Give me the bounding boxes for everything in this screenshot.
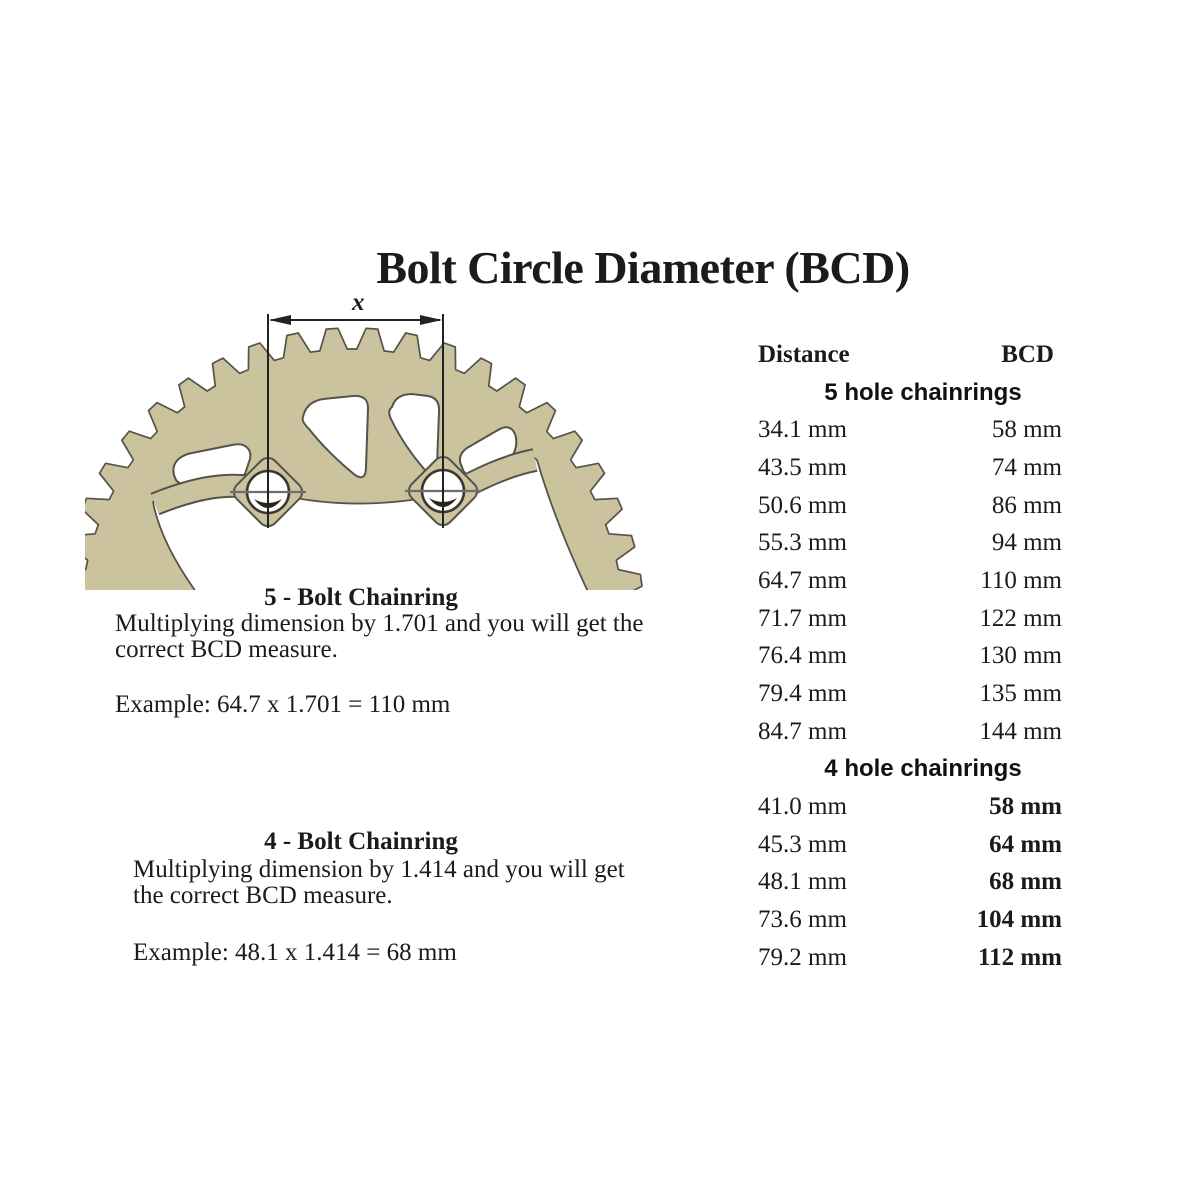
section-4bolt: 4 - Bolt Chainring bbox=[100, 828, 622, 855]
table-row: 64.7 mm 110 mm bbox=[740, 562, 1062, 600]
bcd-value: 135 mm bbox=[979, 680, 1062, 708]
chainring-figure bbox=[59, 290, 645, 913]
table-row: 55.3 mm 94 mm bbox=[740, 524, 1062, 562]
table-row: 76.4 mm 130 mm bbox=[740, 638, 1062, 676]
bcd-value: 104 mm bbox=[976, 906, 1062, 934]
section-5bolt-body-line2: correct BCD measure. bbox=[115, 636, 338, 664]
bcd-value: 122 mm bbox=[979, 604, 1062, 632]
bcd-value: 130 mm bbox=[979, 642, 1062, 670]
section-4bolt-body-line2: the correct BCD measure. bbox=[133, 882, 393, 910]
table-row: 79.4 mm 135 mm bbox=[740, 675, 1062, 713]
table-row: 43.5 mm 74 mm bbox=[740, 449, 1062, 487]
distance-value: 84.7 mm bbox=[758, 717, 847, 745]
page-title: Bolt Circle Diameter (BCD) bbox=[376, 242, 910, 293]
distance-value: 50.6 mm bbox=[758, 491, 847, 519]
group-header-5hole: 5 hole chainrings bbox=[824, 378, 1022, 406]
distance-value: 79.4 mm bbox=[758, 680, 847, 708]
distance-value: 73.6 mm bbox=[758, 906, 847, 934]
distance-value: 34.1 mm bbox=[758, 416, 847, 444]
section-5bolt-body: Multiplying dimension by 1.701 and you w… bbox=[115, 610, 645, 664]
distance-value: 64.7 mm bbox=[758, 566, 847, 594]
group-header-4hole: 4 hole chainrings bbox=[824, 755, 1022, 783]
bcd-value: 64 mm bbox=[989, 830, 1062, 858]
distance-value: 71.7 mm bbox=[758, 604, 847, 632]
section-5bolt-example: Example: 64.7 x 1.701 = 110 mm bbox=[115, 691, 451, 718]
dimension-label: x bbox=[352, 289, 365, 316]
bcd-value: 144 mm bbox=[979, 717, 1062, 745]
table-row: 71.7 mm 122 mm bbox=[740, 600, 1062, 638]
bcd-value: 86 mm bbox=[991, 491, 1062, 519]
bcd-value: 58 mm bbox=[989, 793, 1062, 821]
bcd-value: 58 mm bbox=[991, 416, 1062, 444]
distance-value: 48.1 mm bbox=[758, 868, 847, 896]
table-row: 79.2 mm 112 mm bbox=[740, 939, 1062, 977]
column-header-distance: Distance bbox=[758, 340, 850, 368]
table-row: 50.6 mm 86 mm bbox=[740, 487, 1062, 525]
distance-value: 43.5 mm bbox=[758, 453, 847, 481]
column-header-bcd: BCD bbox=[1001, 340, 1054, 368]
table-row: 34.1 mm 58 mm bbox=[740, 411, 1062, 449]
section-4bolt-example: Example: 48.1 x 1.414 = 68 mm bbox=[133, 939, 457, 966]
distance-value: 79.2 mm bbox=[758, 943, 847, 971]
section-4bolt-body-line1: Multiplying dimension by 1.414 and you w… bbox=[133, 856, 625, 883]
section-5bolt-body-line1: Multiplying dimension by 1.701 and you w… bbox=[115, 610, 644, 637]
section-4bolt-heading: 4 - Bolt Chainring bbox=[264, 828, 458, 855]
section-5bolt-heading: 5 - Bolt Chainring bbox=[264, 584, 458, 611]
distance-value: 76.4 mm bbox=[758, 642, 847, 670]
table-header-row: Distance BCD bbox=[740, 336, 1062, 374]
bcd-value: 68 mm bbox=[989, 868, 1062, 896]
distance-value: 55.3 mm bbox=[758, 529, 847, 557]
bcd-value: 112 mm bbox=[977, 943, 1062, 971]
section-4bolt-body: Multiplying dimension by 1.414 and you w… bbox=[133, 856, 653, 910]
bcd-table: Distance BCD 5 hole chainrings 34.1 mm 5… bbox=[740, 336, 1062, 977]
distance-value: 45.3 mm bbox=[758, 830, 847, 858]
bcd-value: 94 mm bbox=[991, 529, 1062, 557]
table-row: 73.6 mm 104 mm bbox=[740, 901, 1062, 939]
bcd-value: 74 mm bbox=[991, 453, 1062, 481]
table-row: 41.0 mm 58 mm bbox=[740, 788, 1062, 826]
chainring-illustration-svg bbox=[59, 314, 645, 913]
distance-value: 41.0 mm bbox=[758, 793, 847, 821]
section-5bolt: 5 - Bolt Chainring bbox=[100, 584, 622, 611]
table-row: 45.3 mm 64 mm bbox=[740, 826, 1062, 864]
table-row: 84.7 mm 144 mm bbox=[740, 713, 1062, 751]
table-row: 48.1 mm 68 mm bbox=[740, 864, 1062, 902]
bcd-value: 110 mm bbox=[980, 566, 1062, 594]
